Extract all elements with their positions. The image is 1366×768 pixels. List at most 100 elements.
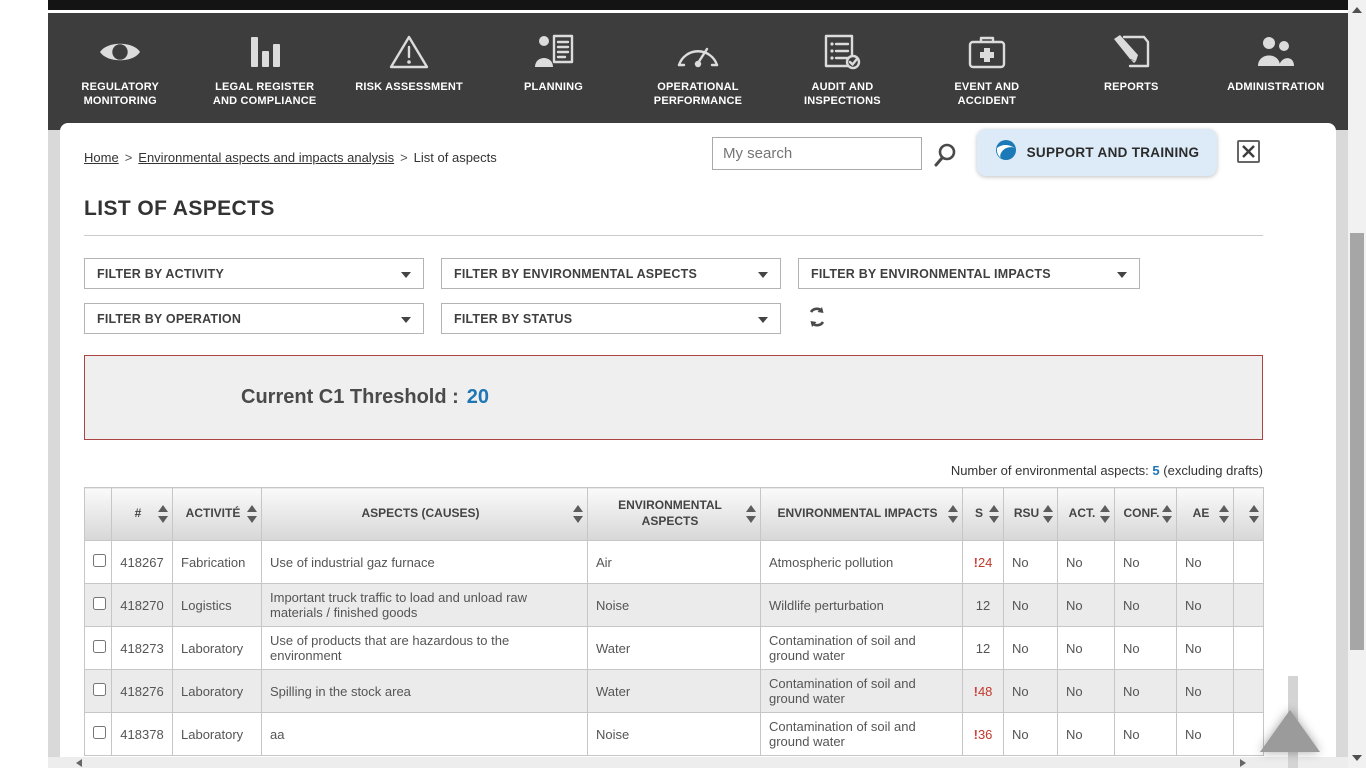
- sort-icons[interactable]: [1100, 505, 1110, 523]
- checklist-icon: [821, 28, 863, 76]
- sort-icons[interactable]: [247, 505, 257, 523]
- filter-by-status-select[interactable]: FILTER BY STATUS: [441, 303, 781, 334]
- sort-icons[interactable]: [1249, 505, 1259, 523]
- nav-item-event-accident[interactable]: EVENT AND ACCIDENT: [915, 13, 1059, 130]
- table-header-row: # ACTIVITÉ ASPECTS (CAUSES) ENVIRONMENTA…: [84, 487, 1264, 541]
- cell-conf: No: [1114, 583, 1177, 627]
- back-to-top-button[interactable]: [1260, 710, 1320, 752]
- header-aspects-causes[interactable]: ASPECTS (CAUSES): [261, 487, 588, 541]
- application-page: REGULATORY MONITORING LEGAL REGISTER AND…: [48, 0, 1348, 768]
- sort-icons[interactable]: [1219, 505, 1229, 523]
- filter-label: FILTER BY STATUS: [454, 311, 573, 326]
- cell-rsu: No: [1003, 540, 1058, 584]
- search-icon[interactable]: [932, 142, 958, 173]
- cell-s: 12: [962, 583, 1004, 627]
- sort-icons[interactable]: [573, 505, 583, 523]
- sort-icons[interactable]: [746, 505, 756, 523]
- header-extra[interactable]: [1233, 487, 1264, 541]
- cell-activity: Fabrication: [172, 540, 262, 584]
- breadcrumb-analysis-link[interactable]: Environmental aspects and impacts analys…: [138, 150, 395, 165]
- chevron-down-icon: [1117, 272, 1127, 278]
- nav-item-reports[interactable]: REPORTS: [1059, 13, 1203, 130]
- scroll-left-icon[interactable]: [76, 759, 82, 767]
- cell-rsu: No: [1003, 626, 1058, 670]
- nav-item-risk-assessment[interactable]: RISK ASSESSMENT: [337, 13, 481, 130]
- cell-extra: [1233, 712, 1264, 756]
- cell-id: 418267: [111, 540, 173, 584]
- header-act[interactable]: ACT.: [1057, 487, 1115, 541]
- sort-icons[interactable]: [1043, 505, 1053, 523]
- warning-triangle-icon: [387, 28, 431, 76]
- header-s[interactable]: S: [962, 487, 1004, 541]
- search-box: [712, 137, 922, 170]
- filter-by-environmental-aspects-select[interactable]: FILTER BY ENVIRONMENTAL ASPECTS: [441, 258, 781, 289]
- scrollbar-thumb[interactable]: [1350, 233, 1364, 650]
- breadcrumb-current: List of aspects: [413, 150, 497, 165]
- table-row[interactable]: 418273 Laboratory Use of products that a…: [84, 626, 1264, 670]
- row-checkbox[interactable]: [93, 554, 106, 567]
- sort-icons[interactable]: [1162, 505, 1172, 523]
- scroll-down-icon[interactable]: [1352, 755, 1362, 761]
- cell-aspect: Noise: [587, 583, 761, 627]
- cell-cause: Important truck traffic to load and unlo…: [261, 583, 588, 627]
- header-conf[interactable]: CONF.: [1114, 487, 1177, 541]
- cell-impact: Wildlife perturbation: [760, 583, 963, 627]
- close-icon[interactable]: [1237, 140, 1260, 163]
- nav-item-planning[interactable]: PLANNING: [481, 13, 625, 130]
- header-rsu[interactable]: RSU: [1003, 487, 1058, 541]
- row-checkbox[interactable]: [93, 726, 106, 739]
- breadcrumb-home-link[interactable]: Home: [84, 150, 119, 165]
- filter-label: FILTER BY OPERATION: [97, 311, 242, 326]
- sort-icons[interactable]: [989, 505, 999, 523]
- row-checkbox[interactable]: [93, 683, 106, 696]
- filter-by-activity-select[interactable]: FILTER BY ACTIVITY: [84, 258, 424, 289]
- scroll-up-icon[interactable]: [1352, 7, 1362, 13]
- cell-act: No: [1057, 626, 1115, 670]
- title-divider: [84, 235, 1263, 236]
- cell-cause: Spilling in the stock area: [261, 669, 588, 713]
- vertical-scrollbar[interactable]: [1348, 0, 1366, 768]
- header-checkbox-column: [84, 487, 112, 541]
- cell-extra: [1233, 583, 1264, 627]
- filter-by-operation-select[interactable]: FILTER BY OPERATION: [84, 303, 424, 334]
- table-row[interactable]: 418267 Fabrication Use of industrial gaz…: [84, 540, 1264, 584]
- breadcrumb-separator: >: [124, 150, 133, 165]
- cell-id: 418270: [111, 583, 173, 627]
- nav-item-regulatory-monitoring[interactable]: REGULATORY MONITORING: [48, 13, 192, 130]
- users-icon: [1255, 28, 1297, 76]
- cell-conf: No: [1114, 712, 1177, 756]
- row-checkbox[interactable]: [93, 640, 106, 653]
- header-ae[interactable]: AE: [1176, 487, 1234, 541]
- cell-aspect: Air: [587, 540, 761, 584]
- header-activity[interactable]: ACTIVITÉ: [172, 487, 262, 541]
- search-input[interactable]: [713, 138, 921, 169]
- table-row[interactable]: 418270 Logistics Important truck traffic…: [84, 583, 1264, 627]
- refresh-icon[interactable]: [806, 306, 828, 333]
- cell-ae: No: [1176, 669, 1234, 713]
- cell-extra: [1233, 669, 1264, 713]
- nav-item-legal-register[interactable]: LEGAL REGISTER AND COMPLIANCE: [192, 13, 336, 130]
- support-button-label: SUPPORT AND TRAINING: [1026, 145, 1200, 160]
- sort-icons[interactable]: [158, 505, 168, 523]
- cell-impact: Contamination of soil and ground water: [760, 626, 963, 670]
- table-row[interactable]: 418378 Laboratory aa Noise Contamination…: [84, 712, 1264, 756]
- cell-ae: No: [1176, 626, 1234, 670]
- horizontal-scrollbar[interactable]: [48, 757, 1348, 768]
- row-checkbox[interactable]: [93, 597, 106, 610]
- page-title: LIST OF ASPECTS: [84, 197, 275, 220]
- cell-act: No: [1057, 712, 1115, 756]
- sort-icons[interactable]: [948, 505, 958, 523]
- header-id[interactable]: #: [111, 487, 173, 541]
- filter-by-environmental-impacts-select[interactable]: FILTER BY ENVIRONMENTAL IMPACTS: [798, 258, 1140, 289]
- count-value: 5: [1152, 463, 1160, 478]
- nav-label: LEGAL REGISTER AND COMPLIANCE: [212, 81, 317, 107]
- nav-item-audit-inspections[interactable]: AUDIT AND INSPECTIONS: [770, 13, 914, 130]
- header-environmental-impacts[interactable]: ENVIRONMENTAL IMPACTS: [760, 487, 963, 541]
- cell-conf: No: [1114, 626, 1177, 670]
- nav-item-administration[interactable]: ADMINISTRATION: [1204, 13, 1348, 130]
- support-and-training-button[interactable]: SUPPORT AND TRAINING: [977, 129, 1217, 176]
- table-row[interactable]: 418276 Laboratory Spilling in the stock …: [84, 669, 1264, 713]
- header-environmental-aspects[interactable]: ENVIRONMENTAL ASPECTS: [587, 487, 761, 541]
- nav-item-operational-performance[interactable]: OPERATIONAL PERFORMANCE: [626, 13, 770, 130]
- scroll-right-icon[interactable]: [1240, 759, 1246, 767]
